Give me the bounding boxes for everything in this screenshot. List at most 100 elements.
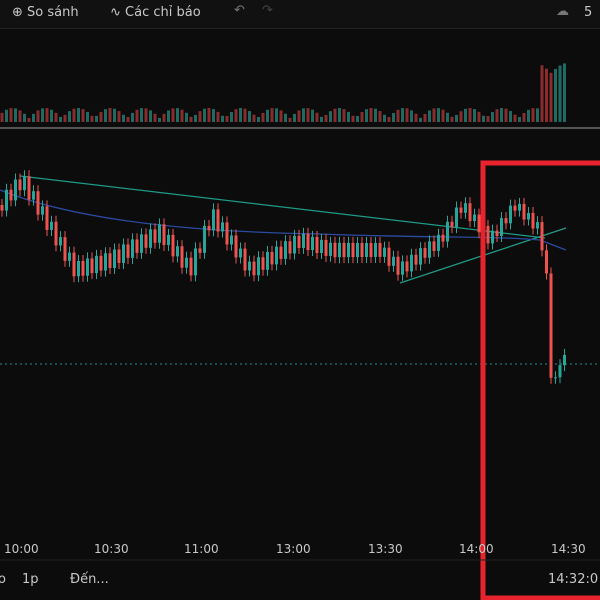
volume-bar bbox=[387, 117, 391, 122]
volume-bar bbox=[180, 109, 184, 122]
candle-body bbox=[189, 257, 193, 276]
volume-bar bbox=[311, 109, 314, 122]
candle-body bbox=[86, 258, 89, 276]
candle-body bbox=[446, 221, 449, 242]
candle-body bbox=[302, 233, 305, 249]
volume-bar bbox=[207, 108, 211, 122]
label: Các chỉ báo bbox=[125, 5, 201, 20]
volume-bar bbox=[540, 65, 544, 122]
volume-bar bbox=[270, 108, 274, 122]
candle-body bbox=[54, 221, 58, 246]
candle-body bbox=[450, 221, 454, 228]
volume-bar bbox=[257, 116, 260, 122]
volume-bar bbox=[27, 117, 31, 122]
candle-body bbox=[540, 222, 544, 251]
candle-body bbox=[504, 218, 508, 224]
candle-body bbox=[104, 253, 107, 271]
candle-body bbox=[554, 377, 557, 379]
candle-body bbox=[90, 258, 94, 274]
volume-bar bbox=[441, 109, 445, 122]
candle-body bbox=[401, 261, 404, 275]
volume-bar bbox=[153, 113, 157, 122]
compare-button[interactable]: ⊕ So sánh bbox=[12, 5, 79, 20]
volume-bar bbox=[365, 109, 368, 122]
volume-bar bbox=[131, 112, 134, 122]
candle-body bbox=[135, 239, 139, 253]
goto-button[interactable]: Đến... bbox=[70, 572, 109, 587]
candle-body bbox=[162, 224, 166, 245]
candle-body bbox=[437, 234, 440, 251]
redo[interactable]: ↷ bbox=[262, 3, 273, 18]
volume-bar bbox=[558, 65, 562, 122]
volume-bar bbox=[0, 112, 4, 122]
indicators-button[interactable]: ∿ Các chỉ báo bbox=[110, 5, 201, 20]
volume-bar bbox=[432, 108, 436, 122]
candle-body bbox=[486, 225, 490, 244]
volume-bar bbox=[378, 111, 382, 122]
candle-body bbox=[18, 179, 22, 191]
candle-body bbox=[50, 221, 53, 230]
candle-body bbox=[113, 249, 116, 268]
volume-bar bbox=[81, 109, 85, 122]
volume-bar bbox=[14, 108, 17, 122]
candle-body bbox=[491, 230, 494, 244]
candle-body bbox=[171, 234, 175, 257]
volume-bar bbox=[158, 117, 161, 122]
candle-body bbox=[144, 234, 148, 248]
volume-bar bbox=[396, 109, 400, 122]
interval-button[interactable]: 1p bbox=[22, 572, 39, 587]
count: 5 bbox=[584, 5, 593, 20]
candle-body bbox=[212, 209, 215, 231]
volume-bar bbox=[144, 108, 148, 122]
candle-body bbox=[68, 252, 71, 261]
range-button[interactable]: o bbox=[0, 572, 6, 587]
volume-bar bbox=[32, 113, 35, 122]
candle-body bbox=[270, 251, 274, 265]
candle-body bbox=[275, 246, 278, 265]
candle-body bbox=[392, 256, 395, 266]
candle-body bbox=[185, 257, 188, 268]
volume-bar bbox=[563, 63, 566, 122]
volume-bar bbox=[369, 108, 373, 122]
candle-body bbox=[261, 257, 265, 270]
candle-body bbox=[221, 222, 224, 232]
candle-body bbox=[360, 242, 364, 258]
volume-bar bbox=[185, 112, 188, 122]
volume-bar bbox=[513, 114, 517, 122]
candle-body bbox=[356, 242, 359, 258]
volume-bar bbox=[423, 113, 427, 122]
volume-bar bbox=[189, 116, 193, 122]
candle-body bbox=[122, 244, 125, 263]
candle-body bbox=[252, 261, 256, 276]
volume-bar bbox=[176, 108, 179, 122]
candle-body bbox=[387, 247, 391, 266]
candle-body bbox=[149, 229, 152, 248]
candle-body bbox=[9, 189, 13, 201]
candle-body bbox=[455, 207, 458, 228]
candle-body bbox=[518, 203, 521, 211]
volume-bar bbox=[45, 108, 49, 122]
volume-bar bbox=[108, 108, 112, 122]
volume-bar bbox=[464, 108, 467, 122]
candle-body bbox=[27, 176, 31, 200]
volume-bar bbox=[221, 115, 224, 122]
candle-body bbox=[203, 225, 206, 253]
volume-bar bbox=[351, 115, 355, 122]
candle-body bbox=[500, 218, 503, 237]
cloud-icon[interactable]: ☁ bbox=[556, 4, 569, 19]
time-label: 10:00 bbox=[4, 542, 39, 556]
volume-bar bbox=[459, 111, 463, 122]
volume-bar bbox=[122, 114, 125, 122]
undo[interactable]: ↶ bbox=[234, 3, 245, 18]
volume-bar bbox=[518, 117, 521, 122]
candle-body bbox=[194, 248, 197, 276]
candle-body bbox=[5, 189, 8, 211]
volume-bar bbox=[554, 68, 557, 122]
volume-bar bbox=[437, 108, 440, 122]
candle-body bbox=[324, 239, 328, 256]
candle-body bbox=[311, 236, 314, 251]
candle-body bbox=[423, 248, 427, 258]
volume-bar bbox=[23, 113, 26, 122]
candle-body bbox=[198, 248, 202, 253]
time-label: 14:30 bbox=[551, 542, 586, 556]
